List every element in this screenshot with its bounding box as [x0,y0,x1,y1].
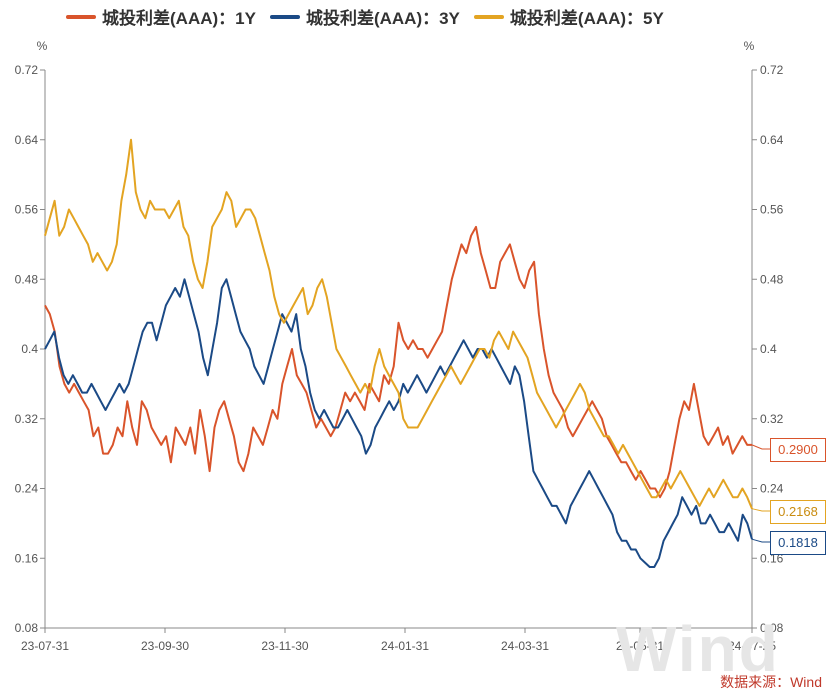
x-tick-label: 23-09-30 [141,639,189,653]
y-tick-label-left: 0.32 [15,412,39,426]
legend-label-5y: 城投利差(AAA)：5Y [509,9,664,28]
x-tick-label: 24-07-25 [728,639,776,653]
legend-item-1y[interactable]: 城投利差(AAA)：1Y [66,4,256,29]
y-tick-label-right: 0.72 [760,63,784,77]
y-tick-label-right: 0.08 [760,621,784,635]
y-tick-label-right: 0.24 [760,482,784,496]
axes-group: % %0.08 0.080.16 0.160.24 0.240.32 0.320.4 0.4… [15,39,784,653]
y-tick-label-right: 0.48 [760,272,784,286]
y-tick-label-left: 0.24 [15,482,39,496]
end-label-5y: 0.2168 [770,500,826,524]
legend-swatch-3y [269,14,300,19]
y-tick-label-left: 0.56 [15,203,39,217]
x-tick-label: 24-01-31 [381,639,429,653]
legend-label-3y: 城投利差(AAA)：3Y [305,9,460,28]
end-label-connector [751,444,770,450]
end-label-3y: 0.1818 [770,531,826,555]
x-tick-label: 23-11-30 [261,639,308,653]
series-line-5y [44,138,753,510]
y-tick-label-right: 0.4 [760,342,777,356]
legend-label-1y: 城投利差(AAA)：1Y [102,9,256,28]
end-label-connector [751,508,770,512]
source-note: 数据来源：Wind [720,674,822,690]
legend: 城投利差(AAA)：1Y 城投利差(AAA)：3Y 城投利差(AAA)：5Y [66,4,664,29]
legend-swatch-1y [66,14,96,19]
x-tick-label: 24-03-31 [501,639,549,653]
y-tick-label-left: 0.48 [15,272,39,286]
y-tick-label-left: 0.4 [21,342,38,356]
legend-item-5y[interactable]: 城投利差(AAA)：5Y [473,4,664,29]
y-tick-label-left: 0.08 [15,621,39,635]
y-tick-label-right: 0.64 [760,133,784,147]
series-lines [44,138,770,568]
y-tick-label-left: 0.16 [15,551,39,565]
y-unit-right: % [744,39,755,53]
legend-swatch-5y [473,14,504,19]
end-label-connector [751,538,770,543]
y-tick-label-right: 0.56 [760,203,784,217]
end-label-1y: 0.2900 [770,438,826,462]
series-line-3y [44,278,753,568]
series-line-1y [44,225,752,499]
y-tick-label-right: 0.32 [760,412,784,426]
y-tick-label-left: 0.64 [15,133,39,147]
y-unit-left: % [37,39,48,53]
x-tick-label: 23-07-31 [21,639,69,653]
watermark: Wind [616,613,780,685]
y-tick-label-left: 0.72 [15,63,39,77]
legend-item-3y[interactable]: 城投利差(AAA)：3Y [269,4,460,29]
x-tick-label: 24-05-31 [616,639,664,653]
